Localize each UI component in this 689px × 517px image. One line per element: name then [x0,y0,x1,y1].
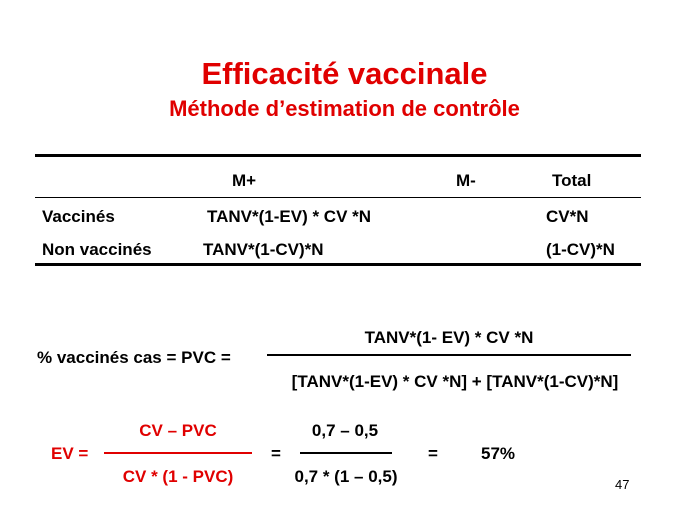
ev-numeric-denominator: 0,7 * (1 – 0,5) [294,467,398,486]
slide-subtitle: Méthode d’estimation de contrôle [169,96,520,121]
table-bottom-rule [35,263,641,266]
row-total: (1-CV)*N [546,240,615,259]
ev-lhs: EV = [51,444,89,463]
ev-equals-2: = [428,444,438,463]
row-total: CV*N [546,207,589,226]
ev-denominator: CV * (1 - PVC) [122,467,234,486]
header-m-minus: M- [456,171,476,190]
ev-fraction-bar [104,452,252,454]
ev-numeric-fraction-bar [300,452,392,454]
pvc-numerator: TANV*(1- EV) * CV *N [364,328,534,347]
ev-result: 57% [481,444,516,463]
ev-numerator: CV – PVC [139,421,217,440]
ev-equals-1: = [271,444,281,463]
row-m-plus: TANV*(1-EV) * CV *N [207,207,372,226]
header-total: Total [552,171,592,190]
row-m-plus: TANV*(1-CV)*N [203,240,324,259]
header-m-plus: M+ [232,171,257,190]
slide-number: 47 [615,477,630,492]
row-label: Non vaccinés [42,240,152,259]
table-top-rule [35,154,641,157]
ev-numeric-numerator: 0,7 – 0,5 [311,421,379,440]
slide-title: Efficacité vaccinale [201,56,488,91]
pvc-denominator: [TANV*(1-EV) * CV *N] + [TANV*(1-CV)*N] [291,372,619,391]
pvc-lhs: % vaccinés cas = PVC = [37,348,231,367]
row-label: Vaccinés [42,207,115,226]
table-header-rule [35,197,641,198]
pvc-fraction-bar [267,354,631,356]
